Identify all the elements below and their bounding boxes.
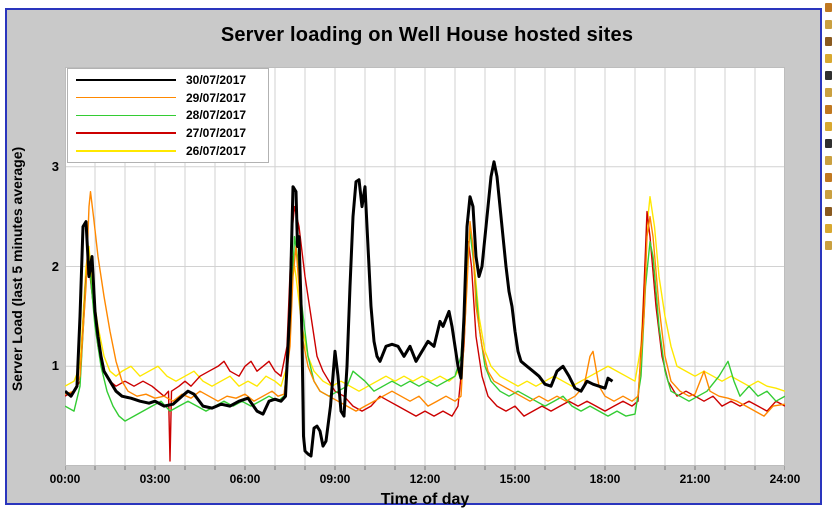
legend-row: 28/07/2017: [68, 107, 268, 125]
cutoff-text-fragment: [825, 190, 832, 199]
x-tick-label-12-00: 12:00: [409, 472, 441, 486]
cutoff-text-fragment: [825, 139, 832, 148]
cutoff-text-fragment: [825, 71, 832, 80]
legend-label: 27/07/2017: [186, 126, 247, 141]
legend-label: 30/07/2017: [186, 72, 247, 87]
series-line-27-07-2017: [65, 205, 785, 462]
x-tick-label-00-00: 00:00: [49, 472, 81, 486]
cutoff-text-fragment: [825, 156, 832, 165]
cutoff-text-fragment: [825, 241, 832, 250]
cutoff-text-fragment: [825, 88, 832, 97]
cutoff-text-fragment: [825, 105, 832, 114]
cutoff-text-fragment: [825, 20, 832, 29]
plot-border: [65, 67, 785, 466]
cutoff-text-fragment: [825, 37, 832, 46]
legend-label: 26/07/2017: [186, 144, 247, 159]
y-tick-label-3: 3: [51, 158, 59, 174]
cutoff-text-fragment: [825, 207, 832, 216]
cutoff-text-fragment: [825, 54, 832, 63]
x-tick-label-15-00: 15:00: [499, 472, 531, 486]
y-tick-label-1: 1: [51, 358, 59, 374]
series-line-28-07-2017: [65, 230, 785, 422]
legend-line-sample: [76, 96, 176, 99]
series-line-29-07-2017: [65, 190, 785, 417]
legend-line-sample: [76, 78, 176, 82]
cutoff-text-fragment: [825, 224, 832, 233]
y-axis-label: Server Load (last 5 minutes average): [9, 146, 25, 392]
legend-label: 29/07/2017: [186, 90, 247, 105]
x-tick-label-21-00: 21:00: [679, 472, 711, 486]
legend-row: 26/07/2017: [68, 142, 268, 160]
legend-row: 27/07/2017: [68, 124, 268, 142]
legend-row: 29/07/2017: [68, 89, 268, 107]
cutoff-text-fragment: [825, 3, 832, 12]
x-tick-label-24-00: 24:00: [769, 472, 801, 486]
legend-line-sample: [76, 114, 176, 117]
cutoff-text-fragment: [825, 122, 832, 131]
cutoff-text-fragment: [825, 173, 832, 182]
legend-line-sample: [76, 150, 176, 152]
x-tick-label-06-00: 06:00: [229, 472, 261, 486]
legend-box: 30/07/2017 29/07/2017 28/07/2017 27/07/2017…: [67, 68, 269, 163]
legend-label: 28/07/2017: [186, 108, 247, 123]
chart-title: Server loading on Well House hosted site…: [220, 24, 634, 46]
x-tick-label-03-00: 03:00: [139, 472, 171, 486]
legend-line-sample: [76, 132, 176, 135]
y-tick-label-2: 2: [51, 258, 59, 274]
x-tick-label-09-00: 09:00: [319, 472, 351, 486]
right-edge-artifact: [825, 0, 835, 515]
series-line-26-07-2017: [65, 195, 785, 392]
series-line-30-07-2017: [65, 160, 614, 458]
legend-row: 30/07/2017: [68, 71, 268, 89]
chart-panel: Server loading on Well House hosted site…: [5, 8, 822, 508]
x-axis-label: Time of day: [380, 491, 470, 508]
x-tick-label-18-00: 18:00: [589, 472, 621, 486]
